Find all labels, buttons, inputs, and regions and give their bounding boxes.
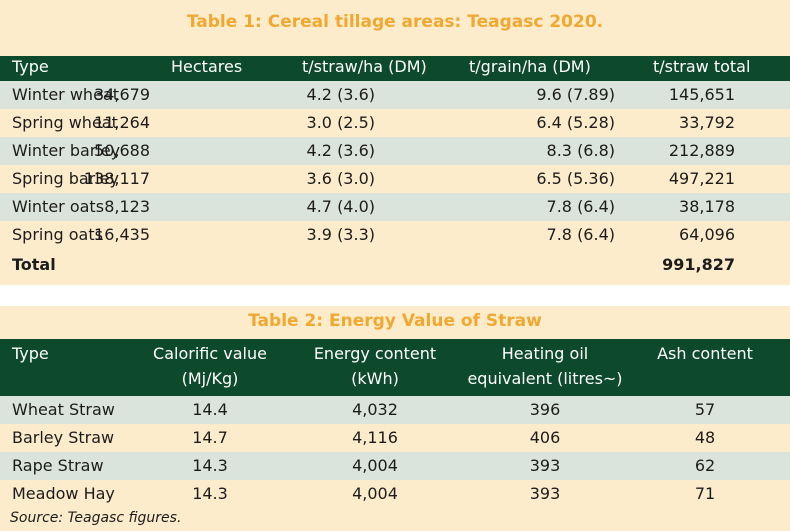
table2-row: Barley Straw 14.7 4,116 406 48 (0, 424, 790, 452)
table2-cell-type: Rape Straw (12, 456, 104, 475)
table2-header: Type Calorific value (Mj/Kg) Energy cont… (0, 339, 790, 396)
table1-cell-grain-ha: 6.4 (5.28) (536, 113, 615, 132)
table1-title: Table 1: Cereal tillage areas: Teagasc 2… (186, 12, 604, 32)
table1-cell-type: Winter wheat (12, 85, 119, 104)
table1-cell-type: Winter barley (12, 141, 121, 160)
table1-cell-straw-total: 212,889 (668, 141, 735, 160)
table1-cell-type: Spring barley (12, 169, 120, 188)
table1-total-label: Total (12, 255, 56, 274)
table1-cell-straw-ha: 4.2 (3.6) (306, 85, 375, 104)
table2-cell-energy: 4,004 (352, 456, 398, 475)
table1-cell-straw-ha: 3.6 (3.0) (306, 169, 375, 188)
table2-title: Table 2: Energy Value of Straw (248, 311, 542, 331)
table1-cell-grain-ha: 6.5 (5.36) (536, 169, 615, 188)
table2-cell-calorific: 14.3 (192, 484, 228, 503)
table2-cell-heating-oil: 393 (529, 456, 561, 475)
table1-cell-straw-ha: 4.7 (4.0) (306, 197, 375, 216)
table1-row: Winter oats 8,123 4.7 (4.0) 7.8 (6.4) 38,178 (0, 193, 790, 221)
table2-header-ash: Ash content (657, 344, 753, 363)
table1-cell-grain-ha: 9.6 (7.89) (536, 85, 615, 104)
table1-cell-grain-ha: 8.3 (6.8) (546, 141, 615, 160)
table1-cell-straw-total: 64,096 (679, 225, 735, 244)
table1-cell-hectares: 138,117 (83, 169, 150, 188)
table1-cell-straw-total: 33,792 (679, 113, 735, 132)
source-note: Source: Teagasc figures. (10, 510, 182, 526)
table1-cell-type: Spring wheat (12, 113, 118, 132)
table1-cell-grain-ha: 7.8 (6.4) (546, 197, 615, 216)
table1-row: Spring barley 138,117 3.6 (3.0) 6.5 (5.36) 4… (0, 165, 790, 193)
table1-header: Type Hectares t/straw/ha (DM) t/grain/ha… (0, 56, 790, 81)
table1-cell-grain-ha: 7.8 (6.4) (546, 225, 615, 244)
table1-cell-straw-ha: 4.2 (3.6) (306, 141, 375, 160)
table1-cell-type: Spring oats (12, 225, 103, 244)
table1-cell-type: Winter oats (12, 197, 105, 216)
table2-cell-type: Wheat Straw (12, 400, 115, 419)
table1-cell-hectares: 50,688 (94, 141, 150, 160)
table1-row: Spring wheat 11,264 3.0 (2.5) 6.4 (5.28) 33,… (0, 109, 790, 137)
table2-row: Rape Straw 14.3 4,004 393 62 (0, 452, 790, 480)
table2-header-type: Type (12, 344, 49, 363)
table1-total-row: Total 991,827 (0, 251, 790, 279)
table1-total-value: 991,827 (662, 255, 735, 274)
table1-cell-straw-ha: 3.9 (3.3) (306, 225, 375, 244)
table1-header-type: Type (12, 57, 49, 76)
table1-cell-hectares: 11,264 (94, 113, 150, 132)
table2-cell-type: Barley Straw (12, 428, 115, 447)
table2-cell-type: Meadow Hay (12, 484, 115, 503)
table2-cell-ash: 62 (694, 456, 716, 475)
table1-cell-straw-total: 145,651 (668, 85, 735, 104)
table1-cell-straw-total: 497,221 (668, 169, 735, 188)
table2-cell-ash: 71 (694, 484, 716, 503)
table2-cell-energy: 4,004 (352, 484, 398, 503)
table1-header-hectares: Hectares (171, 57, 243, 76)
table1-row: Winter barley 50,688 4.2 (3.6) 8.3 (6.8) 212… (0, 137, 790, 165)
table2-cell-energy: 4,032 (352, 400, 398, 419)
table1-row: Spring oats 16,435 3.9 (3.3) 7.8 (6.4) 64,09… (0, 221, 790, 249)
table2-cell-calorific: 14.7 (192, 428, 228, 447)
table2-cell-calorific: 14.3 (192, 456, 228, 475)
table2-header-energy-unit: (kWh) (351, 369, 399, 388)
table2-cell-calorific: 14.4 (192, 400, 228, 419)
table2-cell-heating-oil: 393 (529, 484, 561, 503)
table2-cell-heating-oil: 406 (529, 428, 561, 447)
table1-cell-straw-total: 38,178 (679, 197, 735, 216)
table2-header-energy: Energy content (313, 344, 437, 363)
table1-header-straw-total: t/straw total (653, 57, 751, 76)
table2-cell-ash: 48 (694, 428, 716, 447)
table2-row: Wheat Straw 14.4 4,032 396 57 (0, 396, 790, 424)
table1-row: Winter wheat 34,679 4.2 (3.6) 9.6 (7.89) 145… (0, 81, 790, 109)
table1-cell-straw-ha: 3.0 (2.5) (306, 113, 375, 132)
table1-cell-hectares: 16,435 (94, 225, 150, 244)
table2-row: Meadow Hay 14.3 4,004 393 71 (0, 480, 790, 508)
table2-header-calorific-unit: (Mj/Kg) (181, 369, 239, 388)
table1-header-grain-ha: t/grain/ha (DM) (469, 57, 591, 76)
table2-cell-energy: 4,116 (352, 428, 398, 447)
table2-cell-heating-oil: 396 (529, 400, 561, 419)
table2-cell-ash: 57 (694, 400, 716, 419)
table2-header-calorific: Calorific value (153, 344, 267, 363)
table1-header-straw-ha: t/straw/ha (DM) (302, 57, 427, 76)
table2-header-heating-oil: Heating oil (501, 344, 589, 363)
table2-header-heating-oil-unit: equivalent (litres~) (467, 369, 623, 388)
table1-cell-hectares: 8,123 (104, 197, 150, 216)
table1-cell-hectares: 34,679 (94, 85, 150, 104)
